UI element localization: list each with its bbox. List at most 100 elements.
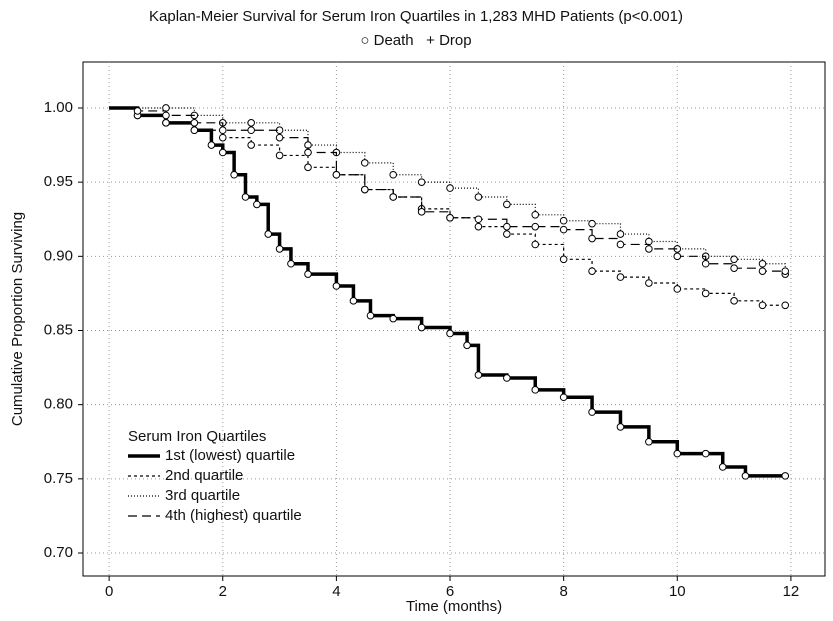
death-marker [673, 285, 682, 293]
death-marker [389, 193, 398, 201]
death-marker [275, 151, 284, 160]
death-marker [645, 245, 653, 253]
death-marker [474, 215, 483, 224]
death-marker [247, 141, 255, 149]
death-marker [503, 200, 511, 209]
death-marker [349, 297, 358, 305]
death-marker [253, 200, 261, 209]
death-marker [503, 374, 511, 382]
death-marker [701, 449, 710, 458]
death-marker [304, 163, 312, 172]
death-marker [758, 267, 767, 275]
death-marker [588, 234, 596, 243]
death-marker [758, 301, 767, 310]
death-marker [162, 119, 170, 127]
death-marker [162, 104, 170, 112]
death-marker [474, 371, 483, 379]
death-marker [389, 170, 398, 179]
death-marker [446, 213, 454, 222]
death-marker [332, 282, 341, 290]
survival-line [109, 106, 786, 478]
death-marker [218, 126, 227, 135]
death-marker [275, 133, 284, 142]
marker-legend: ○ Death + Drop [360, 32, 471, 49]
y-tick-label: 0.80 [44, 396, 73, 413]
death-marker [241, 193, 250, 201]
death-marker [531, 210, 540, 219]
death-marker [730, 264, 738, 272]
death-marker [446, 184, 454, 192]
death-marker [645, 437, 653, 446]
death-marker [417, 208, 426, 216]
x-tick-label: 2 [219, 583, 227, 600]
death-marker [162, 111, 170, 120]
death-marker [361, 159, 369, 167]
chart-title: Kaplan-Meier Survival for Serum Iron Qua… [149, 8, 683, 25]
death-marker [247, 126, 255, 135]
death-marker [645, 279, 653, 287]
death-marker [531, 222, 540, 231]
death-marker [503, 222, 511, 231]
x-tick-label: 0 [105, 583, 113, 600]
death-marker [588, 267, 596, 275]
death-marker [718, 463, 727, 471]
x-tick-label: 10 [669, 583, 686, 600]
death-marker [417, 323, 426, 332]
death-marker [218, 133, 227, 142]
death-marker [207, 141, 216, 149]
death-marker [503, 230, 511, 238]
death-marker [474, 193, 483, 201]
death-marker [389, 314, 398, 323]
x-tick-label: 12 [783, 583, 800, 600]
legend-label: 1st (lowest) quartile [165, 447, 295, 464]
death-marker [218, 148, 227, 157]
death-marker [474, 222, 483, 231]
death-marker [304, 148, 312, 157]
legend-label: 4th (highest) quartile [165, 507, 302, 524]
death-marker [781, 301, 790, 310]
y-axis-label: Cumulative Proportion Surviving [9, 212, 26, 426]
death-marker [616, 240, 625, 249]
x-tick-label: 8 [559, 583, 567, 600]
x-tick-label: 4 [332, 583, 340, 600]
death-marker [781, 472, 790, 480]
x-tick-label: 6 [446, 583, 454, 600]
y-tick-label: 0.90 [44, 247, 73, 264]
death-marker [559, 255, 568, 264]
death-marker [531, 240, 540, 249]
death-marker [616, 230, 625, 238]
death-marker [247, 119, 255, 127]
death-marker [741, 472, 750, 480]
death-marker [446, 329, 454, 338]
legend-label: 2nd quartile [165, 467, 243, 484]
y-tick-label: 0.85 [44, 321, 73, 338]
death-marker [616, 423, 625, 431]
legend-label: 3rd quartile [165, 487, 240, 504]
death-marker [275, 245, 284, 253]
death-marker [304, 270, 312, 278]
death-marker [588, 408, 596, 416]
death-marker [559, 225, 568, 234]
death-marker [673, 449, 682, 458]
death-marker [264, 230, 273, 238]
plot-frame [82, 61, 826, 577]
death-marker [361, 185, 369, 194]
death-marker [701, 289, 710, 298]
death-marker [366, 311, 375, 320]
death-marker [230, 170, 238, 179]
y-tick-label: 0.75 [44, 470, 73, 487]
death-marker [559, 216, 568, 225]
death-marker [332, 170, 341, 179]
death-marker [133, 107, 142, 115]
y-tick-label: 0.95 [44, 173, 73, 190]
death-marker [781, 267, 790, 275]
death-marker [701, 259, 710, 268]
death-marker [417, 178, 426, 186]
death-marker [758, 259, 767, 268]
death-marker [730, 255, 738, 264]
x-axis-label: Time (months) [406, 598, 502, 615]
survival-line [109, 107, 786, 306]
y-tick-label: 1.00 [44, 99, 73, 116]
death-marker [616, 273, 625, 281]
